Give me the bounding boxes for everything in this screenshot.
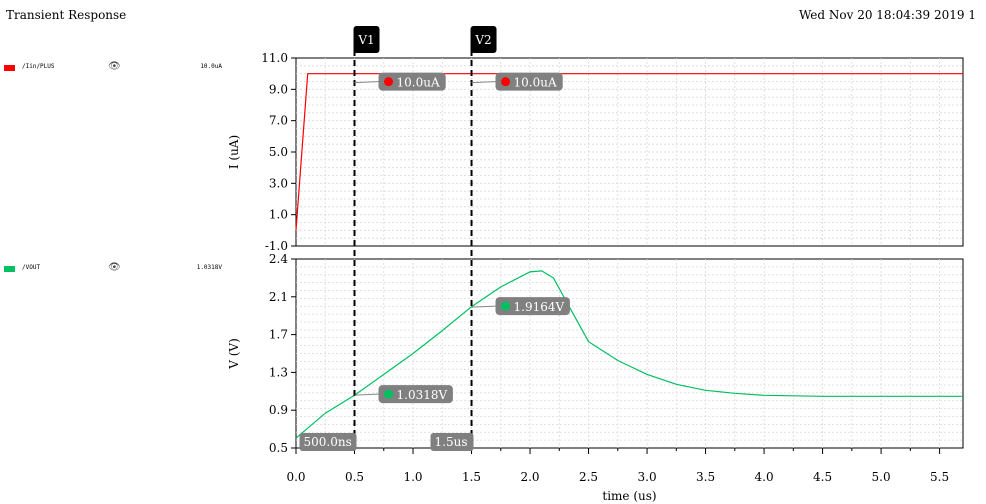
marker-current: 10.0uA: [471, 72, 563, 91]
x-axis-label: time (us): [602, 489, 656, 503]
legend-swatch: [4, 266, 15, 272]
marker-value: 10.0uA: [514, 76, 557, 90]
cursor-v2[interactable]: V2 1.5us: [430, 26, 497, 451]
legend-value: 10.0uA: [200, 63, 222, 70]
series-line: [295, 73, 963, 231]
y-tick-label: 0.5: [269, 441, 288, 455]
x-tick-label: 4.5: [813, 470, 832, 484]
plot-panel-1: 2.4 2.1 1.7 1.3 0.9 0.5 V (V): [227, 252, 964, 455]
legend-item-iin-plus[interactable]: /Iin/PLUS 👁 10.0uA: [4, 61, 222, 75]
cursor-v1[interactable]: V1 500.0ns: [299, 26, 380, 451]
y-tick-label: 3.0: [269, 176, 288, 190]
y-tick-label: 5.0: [269, 145, 288, 159]
cursor-delta-box: [299, 433, 357, 451]
legend-value: 1.0318V: [196, 264, 222, 271]
x-tick-label: 0.5: [345, 470, 364, 484]
cursor-delta: 1.5us: [435, 435, 468, 449]
marker-box: [378, 385, 453, 404]
eye-icon[interactable]: 👁: [108, 262, 121, 273]
y-tick-label: 11.0: [261, 51, 288, 65]
y-tick-label: 2.4: [269, 252, 288, 266]
x-tick-label: 3.0: [638, 470, 657, 484]
marker-value: 1.0318V: [397, 388, 448, 402]
x-tick-label: 4.0: [755, 470, 774, 484]
marker-dot: [501, 77, 511, 87]
y-tick-label: 0.9: [269, 403, 288, 417]
y-tick-label: 9.0: [269, 82, 288, 96]
marker-leader: [354, 81, 379, 84]
y-tick-label: 2.1: [269, 290, 288, 304]
marker-voltage: 1.0318V: [354, 385, 453, 404]
y-tick-label: -1.0: [265, 239, 288, 253]
legend-swatch: [4, 65, 15, 71]
marker-leader: [471, 305, 496, 308]
marker-box: [495, 297, 570, 316]
plot-panel-0: 11.0 9.0 7.0 5.0 3.0 1.0 -1.0 I (uA): [227, 51, 964, 253]
y-tick-label: 1.3: [269, 365, 288, 379]
series-line: [295, 270, 963, 439]
marker-value: 10.0uA: [397, 76, 440, 90]
x-tick-label: 0.0: [286, 470, 305, 484]
window-title: Transient Response: [6, 8, 127, 22]
legend-name: /VOUT: [22, 264, 41, 271]
x-tick-label: 5.0: [872, 470, 891, 484]
eye-icon[interactable]: 👁: [108, 61, 121, 72]
cursor-flag: [470, 26, 497, 53]
x-tick-label: 2.0: [520, 470, 539, 484]
cursor-label: V2: [474, 33, 491, 47]
legend-name: /Iin/PLUS: [22, 63, 55, 70]
y-axis-label: V (V): [227, 338, 241, 370]
y-tick-label: 1.7: [269, 328, 288, 342]
marker-dot: [501, 301, 511, 311]
marker-leader: [471, 81, 496, 84]
marker-box: [378, 72, 446, 91]
x-tick-label: 1.0: [403, 470, 422, 484]
cursor-delta-box: [430, 433, 474, 451]
marker-dot: [384, 77, 394, 87]
y-tick-label: 7.0: [269, 114, 288, 128]
legend-item-vout[interactable]: /VOUT 👁 1.0318V: [4, 262, 222, 276]
y-tick-label: 1.0: [269, 208, 288, 222]
cursor-delta: 500.0ns: [304, 435, 352, 449]
marker-voltage: 1.9164V: [471, 297, 570, 316]
marker-box: [495, 72, 563, 91]
marker-current: 10.0uA: [354, 72, 446, 91]
y-axis-label: I (uA): [227, 135, 241, 169]
x-tick-label: 2.5: [579, 470, 598, 484]
x-tick-label: 5.5: [930, 470, 949, 484]
marker-leader: [354, 393, 379, 396]
x-tick-label: 3.5: [696, 470, 715, 484]
cursor-label: V1: [357, 33, 374, 47]
timestamp: Wed Nov 20 18:04:39 2019 1: [798, 8, 976, 22]
cursor-flag: [353, 26, 380, 53]
x-tick-label: 1.5: [462, 470, 481, 484]
marker-value: 1.9164V: [514, 300, 565, 314]
marker-dot: [384, 389, 394, 399]
